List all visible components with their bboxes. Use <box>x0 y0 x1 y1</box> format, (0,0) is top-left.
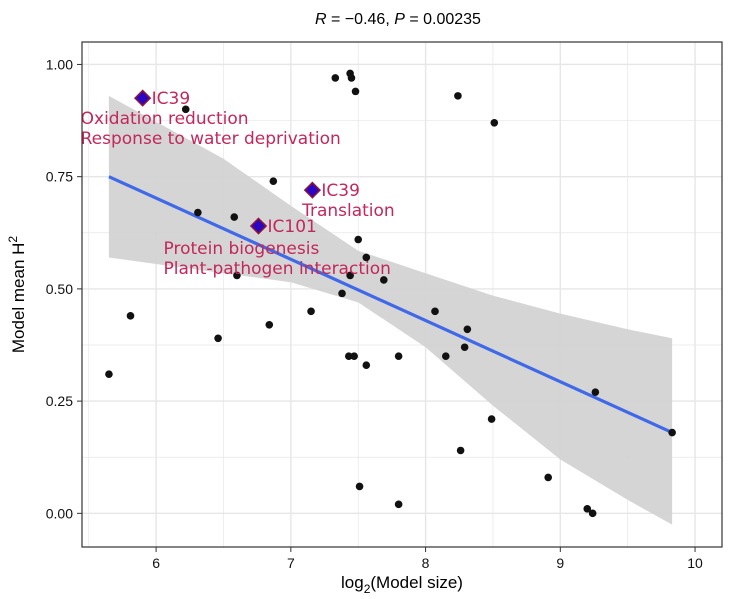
plot-panel-border <box>81 41 723 548</box>
x-tick-label: 8 <box>422 555 430 571</box>
data-point <box>354 235 363 244</box>
data-point <box>583 505 592 513</box>
data-point <box>431 307 439 316</box>
data-point <box>487 415 496 423</box>
data-point <box>588 509 597 518</box>
highlight-markers <box>134 89 322 235</box>
data-point <box>344 352 353 361</box>
annotation-term: Translation <box>301 201 395 221</box>
highlight-diamond <box>249 217 268 235</box>
data-point <box>194 208 202 217</box>
confidence-band <box>108 95 673 525</box>
data-point <box>362 361 371 370</box>
data-point <box>126 312 135 320</box>
annotation-term: Response to water deprivation <box>81 129 341 149</box>
data-point <box>456 446 465 455</box>
data-point <box>394 352 403 361</box>
x-axis-title: log2(Model size) <box>341 573 463 596</box>
y-axis: 0.00 0.25 0.50 0.75 1.00 <box>46 56 82 521</box>
data-point <box>463 325 472 334</box>
chart-title: R = −0.46, P = 0.00235 <box>315 11 481 28</box>
data-point <box>350 352 358 361</box>
data-point <box>105 370 113 378</box>
data-point <box>307 307 315 316</box>
x-tick-label: 10 <box>687 555 703 571</box>
y-tick-label: 0.00 <box>46 505 73 521</box>
data-point <box>269 177 278 185</box>
data-point <box>454 92 462 100</box>
y-tick-label: 0.75 <box>46 169 73 185</box>
data-point <box>265 321 274 329</box>
data-point <box>490 119 499 127</box>
confidence-band-group <box>108 95 673 525</box>
highlight-diamond <box>134 89 152 107</box>
data-point <box>230 213 239 221</box>
x-tick-label: 7 <box>287 555 295 571</box>
data-point <box>460 343 469 352</box>
data-point <box>338 289 346 298</box>
data-point <box>346 271 354 280</box>
data-point <box>380 276 388 284</box>
x-tick-label: 9 <box>556 555 564 571</box>
data-point <box>544 473 552 482</box>
annotation-term: Plant-pathogen interaction <box>164 259 391 279</box>
data-point <box>668 428 676 437</box>
data-point <box>394 500 403 509</box>
annotation-term: Oxidation reduction <box>81 109 249 129</box>
data-point <box>214 334 222 343</box>
y-tick-label: 1.00 <box>46 56 73 72</box>
data-point <box>355 482 364 491</box>
data-point <box>591 388 600 396</box>
x-tick-label: 6 <box>152 555 160 571</box>
annotation-term: Protein biogenesis <box>164 239 320 259</box>
highlight-label: IC39 <box>152 89 191 109</box>
highlight-diamond <box>303 181 322 199</box>
data-point <box>362 253 371 262</box>
highlight-label: IC39 <box>321 181 360 201</box>
data-point <box>441 352 450 361</box>
data-point <box>233 271 241 280</box>
data-points <box>105 69 676 518</box>
data-point <box>347 74 356 82</box>
data-point <box>351 87 360 96</box>
data-point <box>181 105 190 114</box>
y-axis-title: Model mean H2 <box>6 236 28 354</box>
y-tick-label: 0.25 <box>46 393 73 409</box>
x-axis: 6 7 8 9 10 <box>152 547 703 571</box>
data-point <box>331 74 340 82</box>
y-tick-label: 0.50 <box>46 281 73 297</box>
highlight-label: IC101 <box>268 217 317 237</box>
regression-line <box>108 175 673 434</box>
regression-group <box>108 175 673 434</box>
